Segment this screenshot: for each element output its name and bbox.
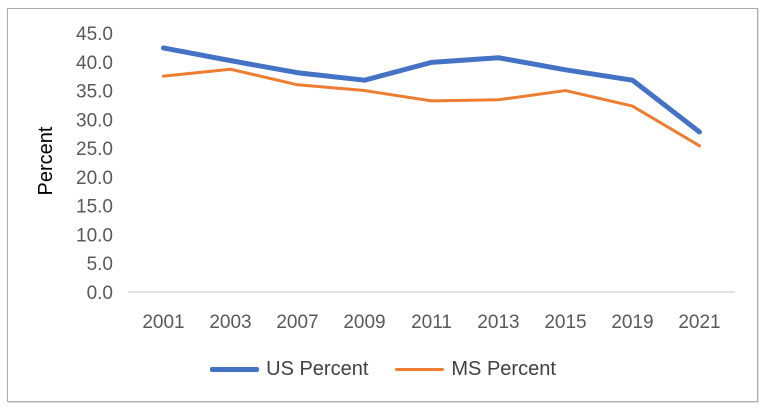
y-tick-label: 35.0: [76, 82, 113, 103]
legend-label-ms-percent: MS Percent: [451, 357, 556, 380]
legend-swatch-ms-percent: [395, 367, 445, 371]
y-tick-label: 40.0: [76, 53, 113, 74]
y-tick-label: 45.0: [76, 24, 113, 45]
y-tick-label: 5.0: [87, 254, 113, 275]
y-tick-label: 15.0: [76, 197, 113, 218]
legend-item-us-percent: US Percent: [210, 358, 368, 381]
y-axis-tick-labels: 0.0 5.0 10.0 15.0 20.0 25.0 30.0 35.0 40.0 45.0: [76, 24, 113, 304]
y-tick-label: 20.0: [76, 168, 113, 189]
x-axis-tick-labels: 2001 2003 2007 2009 2011 2013 2015 2019 2021: [142, 312, 720, 333]
y-tick-label: 30.0: [76, 110, 113, 131]
y-tick-label: 25.0: [76, 139, 113, 160]
chart-legend: US Percent MS Percent: [0, 355, 766, 383]
y-tick-label: 0.0: [87, 283, 113, 304]
legend-swatch-us-percent: [210, 366, 260, 372]
y-axis-title: Percent: [35, 126, 57, 195]
legend-item-ms-percent: MS Percent: [395, 357, 556, 381]
legend-label-us-percent: US Percent: [266, 357, 369, 380]
x-tick-label: 2001: [142, 312, 184, 333]
series-line-ms-percent: [162, 67, 701, 148]
x-tick-label: 2015: [544, 312, 586, 333]
x-tick-label: 2003: [209, 312, 251, 333]
x-tick-label: 2021: [678, 312, 720, 333]
x-tick-label: 2011: [411, 312, 452, 333]
chart-series-lines: [161, 45, 702, 148]
x-tick-label: 2007: [276, 312, 318, 333]
x-tick-label: 2019: [611, 312, 653, 333]
x-tick-label: 2013: [477, 312, 519, 333]
series-line-us-percent: [161, 45, 702, 135]
x-tick-label: 2009: [343, 312, 385, 333]
y-tick-label: 10.0: [76, 225, 113, 246]
